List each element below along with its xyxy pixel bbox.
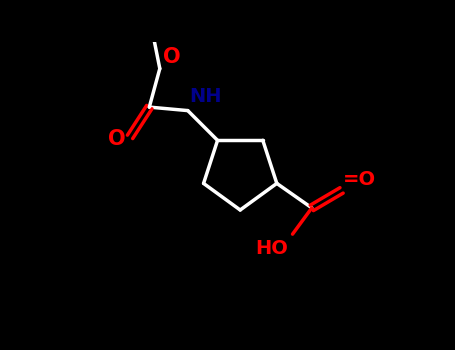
Text: O: O bbox=[108, 128, 126, 149]
Text: =O: =O bbox=[344, 170, 376, 189]
Text: HO: HO bbox=[255, 239, 288, 258]
Text: NH: NH bbox=[190, 88, 222, 106]
Text: O: O bbox=[162, 47, 180, 67]
